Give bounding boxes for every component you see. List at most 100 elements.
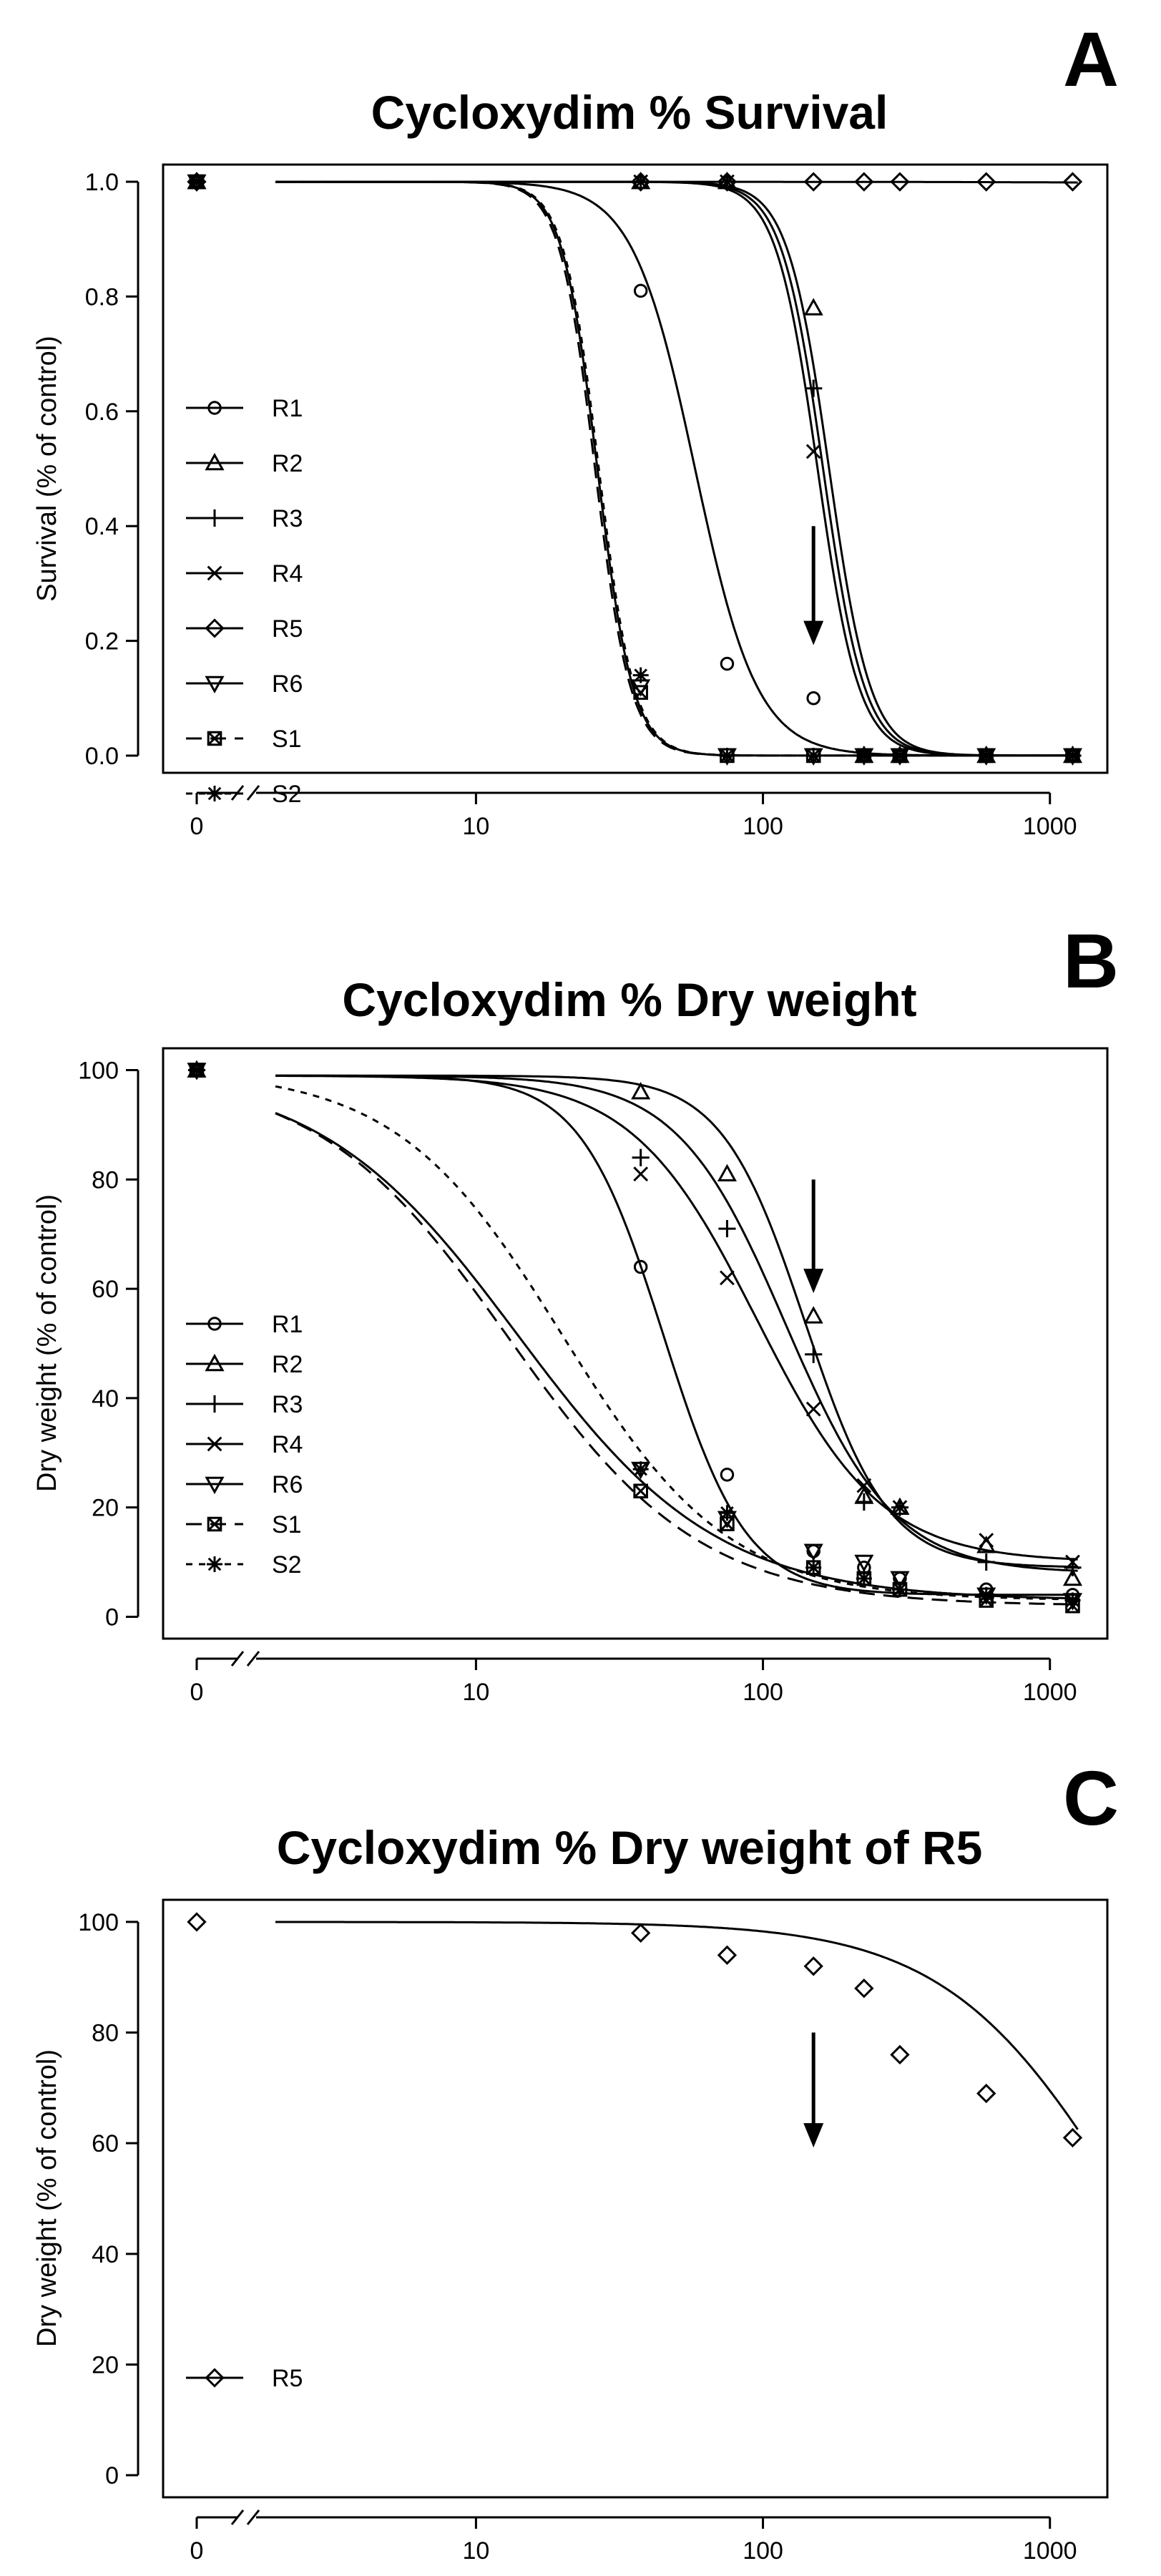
fit-curve-r3: [275, 1074, 1078, 1572]
data-point-r4: [805, 444, 821, 459]
data-point-s2: [805, 1559, 822, 1576]
fit-curve-r1: [275, 180, 1078, 757]
y-tick-label: 40: [92, 1385, 119, 1413]
y-tick-label: 80: [92, 2020, 119, 2047]
panel-letter: C: [1063, 1755, 1119, 1841]
fit-curve-r4: [275, 1075, 1078, 1561]
data-point-r5: [854, 1979, 874, 1999]
legend-marker-s1: [207, 731, 222, 746]
y-tick-label: 0.0: [85, 743, 119, 770]
data-point-r4: [805, 1401, 821, 1417]
plot-frame: [162, 163, 1109, 774]
legend-marker-s2: [207, 786, 222, 801]
y-tick-label: 100: [78, 1909, 119, 1936]
y-tick-label: 0.4: [85, 513, 119, 540]
x-tick-label: 10: [462, 813, 489, 840]
panel-letter: B: [1063, 917, 1119, 1004]
legend-marker-r4: [207, 1436, 222, 1452]
y-tick-label: 80: [92, 1166, 119, 1194]
legend-label-s1: S1: [272, 726, 302, 753]
data-point-s2: [856, 747, 872, 763]
x-tick-label: 100: [743, 1679, 783, 1706]
data-point-r1: [806, 691, 820, 706]
data-point-s2: [978, 1586, 994, 1603]
data-point-r6: [890, 1571, 910, 1589]
data-point-s2: [856, 1570, 872, 1586]
data-point-r5: [854, 172, 874, 192]
arrow-head: [803, 620, 824, 645]
fit-curve-r4: [275, 180, 1078, 757]
data-point-r3: [632, 1148, 650, 1166]
y-tick-label: 60: [92, 2130, 119, 2157]
legend-marker-s1: [207, 1516, 222, 1532]
data-point-r2: [803, 1306, 823, 1324]
data-point-r2: [717, 1163, 737, 1181]
legend-marker-r5: [205, 2368, 225, 2388]
fit-curve-r1: [275, 1074, 1078, 1596]
data-point-r5: [890, 172, 910, 192]
legend-marker-r6: [205, 1476, 225, 1495]
data-point-r2: [1062, 1568, 1083, 1586]
data-point-s2: [189, 1062, 205, 1078]
fit-curve-s1: [275, 1112, 1078, 1606]
data-point-r3: [805, 379, 823, 397]
legend-label-r2: R2: [272, 450, 303, 477]
legend-marker-s2: [207, 1556, 222, 1572]
legend-label-r6: R6: [272, 1471, 303, 1498]
data-point-r5: [976, 2083, 996, 2104]
data-point-r5: [803, 172, 823, 192]
legend-label-r4: R4: [272, 560, 303, 587]
x-tick-label: 0: [190, 2537, 204, 2565]
legend-marker-r1: [207, 401, 222, 415]
data-point-s2: [189, 174, 205, 190]
x-tick-label: 1000: [1023, 813, 1077, 840]
legend-label-r3: R3: [272, 1391, 303, 1418]
fit-curve-r2: [275, 1074, 1078, 1568]
y-tick-label: 0.2: [85, 628, 119, 655]
data-point-r5: [631, 172, 651, 192]
data-point-r4: [856, 1478, 872, 1493]
data-point-r2: [631, 1082, 651, 1100]
y-tick-label: 40: [92, 2241, 119, 2268]
y-axis-label: Survival (% of control): [32, 336, 62, 602]
data-point-r5: [717, 1945, 738, 1965]
data-point-r3: [805, 1345, 823, 1363]
data-point-r4: [892, 1500, 908, 1516]
y-tick-label: 0: [105, 1604, 119, 1631]
data-point-s2: [632, 667, 649, 683]
legend-marker-r5: [205, 618, 225, 638]
legend-label-r5: R5: [272, 2365, 303, 2392]
data-point-r3: [977, 1553, 995, 1571]
data-point-r4: [720, 1270, 735, 1286]
y-axis-label: Dry weight (% of control): [32, 1194, 62, 1492]
chart-title: Cycloxydim % Dry weight: [342, 973, 916, 1026]
data-point-s2: [632, 1461, 649, 1478]
fit-curve-s2: [275, 180, 1078, 757]
data-point-s1: [633, 685, 648, 701]
legend-marker-r1: [207, 1317, 222, 1331]
panel-letter: A: [1063, 16, 1119, 102]
legend-label-s2: S2: [272, 781, 302, 808]
fit-curve-s2: [275, 1085, 1078, 1601]
data-point-s2: [891, 747, 908, 763]
fit-curve-s1: [275, 180, 1078, 757]
data-point-r1: [633, 283, 648, 298]
data-point-s2: [1064, 747, 1081, 763]
y-tick-label: 60: [92, 1276, 119, 1303]
data-point-r5: [1062, 172, 1083, 192]
data-point-r2: [803, 298, 823, 316]
data-point-r5: [803, 1956, 823, 1976]
fit-curve-r6: [275, 1112, 1078, 1600]
legend-marker-r2: [205, 452, 225, 471]
x-tick-label: 0: [190, 813, 204, 840]
y-tick-label: 20: [92, 2351, 119, 2379]
data-point-r5: [631, 1923, 651, 1943]
chart-title: Cycloxydim % Survival: [371, 86, 888, 139]
fit-curve-r6: [275, 180, 1078, 757]
x-tick-label: 100: [743, 813, 783, 840]
arrow-head: [803, 1269, 824, 1294]
fit-curve-r3: [275, 180, 1078, 757]
legend-label-r1: R1: [272, 1311, 303, 1338]
